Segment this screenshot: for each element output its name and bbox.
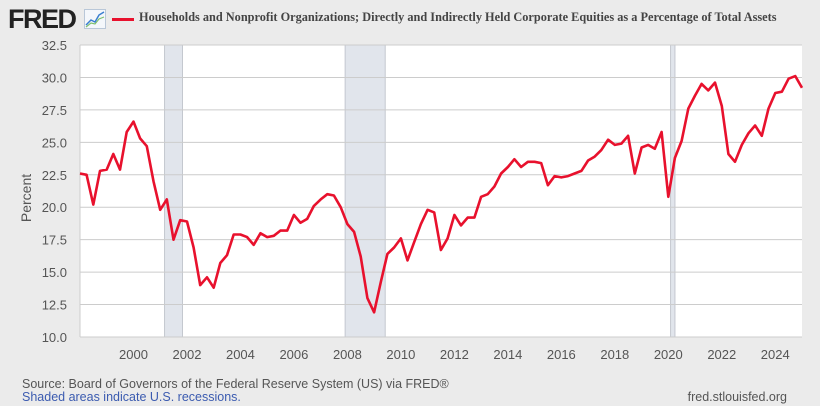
- x-tick-label: 2012: [440, 347, 469, 362]
- y-tick-label: 12.5: [42, 298, 67, 313]
- y-tick-label: 30.0: [42, 70, 67, 85]
- x-tick-label: 2010: [386, 347, 415, 362]
- x-tick-label: 2000: [119, 347, 148, 362]
- x-tick-label: 2024: [761, 347, 790, 362]
- recessions-link[interactable]: Shaded areas indicate U.S. recessions.: [22, 390, 241, 404]
- x-tick-label: 2006: [279, 347, 308, 362]
- legend-swatch: [112, 18, 134, 21]
- line-graph-icon: [84, 9, 106, 29]
- recession-shade: [670, 44, 676, 338]
- recession-shade: [164, 44, 183, 338]
- y-tick-label: 10.0: [42, 330, 67, 345]
- y-tick-label: 25.0: [42, 135, 67, 150]
- x-tick-label: 2014: [493, 347, 522, 362]
- x-tick-label: 2018: [600, 347, 629, 362]
- y-tick-label: 20.0: [42, 200, 67, 215]
- source-note: Source: Board of Governors of the Federa…: [22, 377, 449, 391]
- series-line: [79, 74, 804, 314]
- y-axis-label: Percent: [18, 173, 34, 223]
- x-tick-label: 2020: [654, 347, 683, 362]
- y-tick-label: 15.0: [42, 265, 67, 280]
- chart-title: Households and Nonprofit Organizations; …: [139, 10, 777, 24]
- x-tick-label: 2002: [173, 347, 202, 362]
- y-tick-label: 32.5: [42, 38, 67, 53]
- x-tick-label: 2022: [707, 347, 736, 362]
- plot-area: [80, 45, 802, 337]
- site-link[interactable]: fred.stlouisfed.org: [687, 390, 787, 404]
- fred-logo[interactable]: FRED: [8, 4, 77, 34]
- y-tick-label: 27.5: [42, 103, 67, 118]
- x-tick-label: 2004: [226, 347, 255, 362]
- y-tick-label: 17.5: [42, 233, 67, 248]
- y-tick-label: 22.5: [42, 168, 67, 183]
- x-tick-label: 2008: [333, 347, 362, 362]
- x-tick-label: 2016: [547, 347, 576, 362]
